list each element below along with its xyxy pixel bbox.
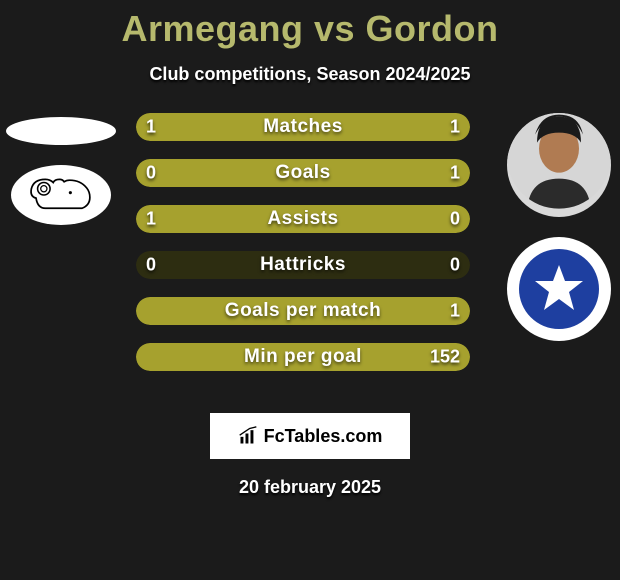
stat-label: Goals (136, 162, 470, 184)
stat-value-right: 0 (450, 255, 460, 276)
player-left-avatar-placeholder (6, 117, 116, 145)
stat-bar: Matches1 1 (136, 113, 470, 141)
star-crescent-icon (529, 259, 589, 319)
stat-label: Hattricks (136, 254, 470, 276)
subtitle: Club competitions, Season 2024/2025 (0, 64, 620, 85)
comparison-content: Matches11Goals01Assists10Hattricks00Goal… (0, 113, 620, 393)
date-text: 20 february 2025 (0, 477, 620, 498)
page-title: Armegang vs Gordon (0, 0, 620, 50)
stat-value-left: 0 (146, 163, 156, 184)
player-right-avatar (507, 113, 611, 217)
stat-label: Goals per match (136, 300, 470, 322)
stat-label: Assists (136, 208, 470, 230)
stat-value-right: 1 (450, 117, 460, 138)
player-right-column (504, 113, 614, 341)
stat-label: Min per goal (136, 346, 470, 368)
stat-bar: Goals per match1 (136, 297, 470, 325)
stat-value-left: 0 (146, 255, 156, 276)
player-left-column (6, 113, 116, 225)
ram-icon (22, 171, 100, 219)
stat-label: Matches (136, 116, 470, 138)
stat-value-right: 0 (450, 209, 460, 230)
stat-value-left: 1 (146, 209, 156, 230)
person-icon (507, 113, 611, 209)
stat-bar: Min per goal152 (136, 343, 470, 371)
chart-icon (238, 426, 258, 446)
stat-bar: Assists1 0 (136, 205, 470, 233)
stat-bars: Matches11Goals01Assists10Hattricks00Goal… (136, 113, 470, 371)
player-left-club-badge (11, 165, 111, 225)
player-right-club-badge (507, 237, 611, 341)
stat-value-left: 1 (146, 117, 156, 138)
stat-value-right: 152 (430, 347, 460, 368)
brand-footer[interactable]: FcTables.com (210, 413, 410, 459)
stat-bar: Hattricks0 0 (136, 251, 470, 279)
brand-text: FcTables.com (264, 426, 383, 447)
stat-value-right: 1 (450, 301, 460, 322)
stat-bar: Goals0 1 (136, 159, 470, 187)
stat-value-right: 1 (450, 163, 460, 184)
